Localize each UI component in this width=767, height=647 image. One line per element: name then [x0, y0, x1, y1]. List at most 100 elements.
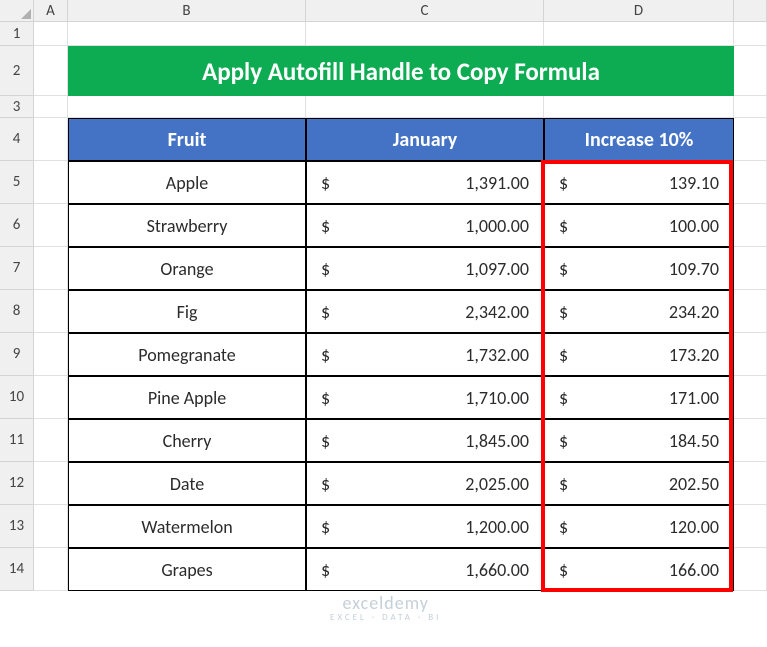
cell[interactable] — [734, 22, 767, 46]
column-header-C[interactable]: C — [306, 0, 544, 22]
cell[interactable] — [734, 204, 767, 247]
currency-symbol: $ — [555, 430, 568, 452]
column-header-A[interactable]: A — [34, 0, 68, 22]
cell[interactable] — [34, 419, 68, 462]
cell[interactable] — [34, 290, 68, 333]
cell[interactable] — [544, 96, 734, 118]
watermark-line1: exceldemy — [330, 592, 441, 614]
table-cell-increase[interactable]: $234.20 — [544, 290, 734, 333]
table-cell-january[interactable]: $1,000.00 — [306, 204, 544, 247]
row-header-2[interactable]: 2 — [0, 46, 34, 96]
table-cell-increase[interactable]: $139.10 — [544, 161, 734, 204]
amount: 109.70 — [669, 258, 723, 280]
cell[interactable] — [734, 247, 767, 290]
cell[interactable] — [734, 46, 767, 96]
table-cell-january[interactable]: $1,097.00 — [306, 247, 544, 290]
currency-symbol: $ — [555, 301, 568, 323]
row-header-11[interactable]: 11 — [0, 419, 34, 462]
table-cell-january[interactable]: $1,660.00 — [306, 548, 544, 591]
currency-symbol: $ — [317, 516, 330, 538]
cell[interactable] — [734, 96, 767, 118]
row-header-14[interactable]: 14 — [0, 548, 34, 591]
cell[interactable] — [734, 333, 767, 376]
table-cell-increase[interactable]: $120.00 — [544, 505, 734, 548]
table-cell-fruit[interactable]: Pomegranate — [68, 333, 306, 376]
row-header-8[interactable]: 8 — [0, 290, 34, 333]
cell[interactable] — [34, 333, 68, 376]
table-cell-fruit[interactable]: Grapes — [68, 548, 306, 591]
table-cell-fruit[interactable]: Date — [68, 462, 306, 505]
table-cell-fruit[interactable]: Fig — [68, 290, 306, 333]
row-header-9[interactable]: 9 — [0, 333, 34, 376]
table-cell-increase[interactable]: $100.00 — [544, 204, 734, 247]
cell[interactable] — [734, 548, 767, 591]
table-header-january[interactable]: January — [306, 118, 544, 161]
cell[interactable] — [734, 419, 767, 462]
amount: 139.10 — [669, 172, 723, 194]
cell[interactable] — [306, 22, 544, 46]
select-all-corner[interactable] — [0, 0, 34, 22]
table-cell-fruit[interactable]: Apple — [68, 161, 306, 204]
table-cell-january[interactable]: $1,732.00 — [306, 333, 544, 376]
amount: 166.00 — [669, 559, 723, 581]
cell[interactable] — [34, 22, 68, 46]
table-cell-increase[interactable]: $166.00 — [544, 548, 734, 591]
currency-symbol: $ — [555, 387, 568, 409]
table-cell-increase[interactable]: $109.70 — [544, 247, 734, 290]
cell[interactable] — [34, 118, 68, 161]
row-header-4[interactable]: 4 — [0, 118, 34, 161]
cell[interactable] — [734, 290, 767, 333]
row-header-12[interactable]: 12 — [0, 462, 34, 505]
cell[interactable] — [34, 96, 68, 118]
column-header-D[interactable]: D — [544, 0, 734, 22]
cell[interactable] — [544, 22, 734, 46]
cell[interactable] — [734, 161, 767, 204]
table-cell-january[interactable]: $1,200.00 — [306, 505, 544, 548]
cell[interactable] — [734, 118, 767, 161]
column-header-blank[interactable] — [734, 0, 767, 22]
currency-symbol: $ — [317, 344, 330, 366]
amount: 184.50 — [669, 430, 723, 452]
table-cell-january[interactable]: $1,391.00 — [306, 161, 544, 204]
row-header-13[interactable]: 13 — [0, 505, 34, 548]
table-cell-january[interactable]: $2,025.00 — [306, 462, 544, 505]
cell[interactable] — [34, 46, 68, 96]
cell[interactable] — [34, 161, 68, 204]
row-header-5[interactable]: 5 — [0, 161, 34, 204]
table-cell-increase[interactable]: $173.20 — [544, 333, 734, 376]
table-cell-increase[interactable]: $184.50 — [544, 419, 734, 462]
amount: 1,391.00 — [465, 172, 533, 194]
row-header-6[interactable]: 6 — [0, 204, 34, 247]
amount: 1,200.00 — [465, 516, 533, 538]
cell[interactable] — [306, 96, 544, 118]
row-header-7[interactable]: 7 — [0, 247, 34, 290]
cell[interactable] — [34, 505, 68, 548]
table-header-increase[interactable]: Increase 10% — [544, 118, 734, 161]
table-header-fruit[interactable]: Fruit — [68, 118, 306, 161]
column-header-B[interactable]: B — [68, 0, 306, 22]
cell[interactable] — [68, 22, 306, 46]
row-header-3[interactable]: 3 — [0, 96, 34, 118]
cell[interactable] — [34, 376, 68, 419]
table-cell-fruit[interactable]: Cherry — [68, 419, 306, 462]
cell[interactable] — [34, 462, 68, 505]
cell[interactable] — [34, 247, 68, 290]
table-cell-increase[interactable]: $202.50 — [544, 462, 734, 505]
cell[interactable] — [68, 96, 306, 118]
table-cell-increase[interactable]: $171.00 — [544, 376, 734, 419]
cell[interactable] — [734, 462, 767, 505]
cell[interactable] — [34, 548, 68, 591]
table-cell-fruit[interactable]: Pine Apple — [68, 376, 306, 419]
row-header-1[interactable]: 1 — [0, 22, 34, 46]
row-header-10[interactable]: 10 — [0, 376, 34, 419]
table-cell-fruit[interactable]: Strawberry — [68, 204, 306, 247]
table-cell-january[interactable]: $1,710.00 — [306, 376, 544, 419]
table-cell-fruit[interactable]: Orange — [68, 247, 306, 290]
watermark: exceldemy EXCEL · DATA · BI — [330, 592, 441, 623]
cell[interactable] — [34, 204, 68, 247]
table-cell-fruit[interactable]: Watermelon — [68, 505, 306, 548]
cell[interactable] — [734, 505, 767, 548]
table-cell-january[interactable]: $1,845.00 — [306, 419, 544, 462]
cell[interactable] — [734, 376, 767, 419]
table-cell-january[interactable]: $2,342.00 — [306, 290, 544, 333]
